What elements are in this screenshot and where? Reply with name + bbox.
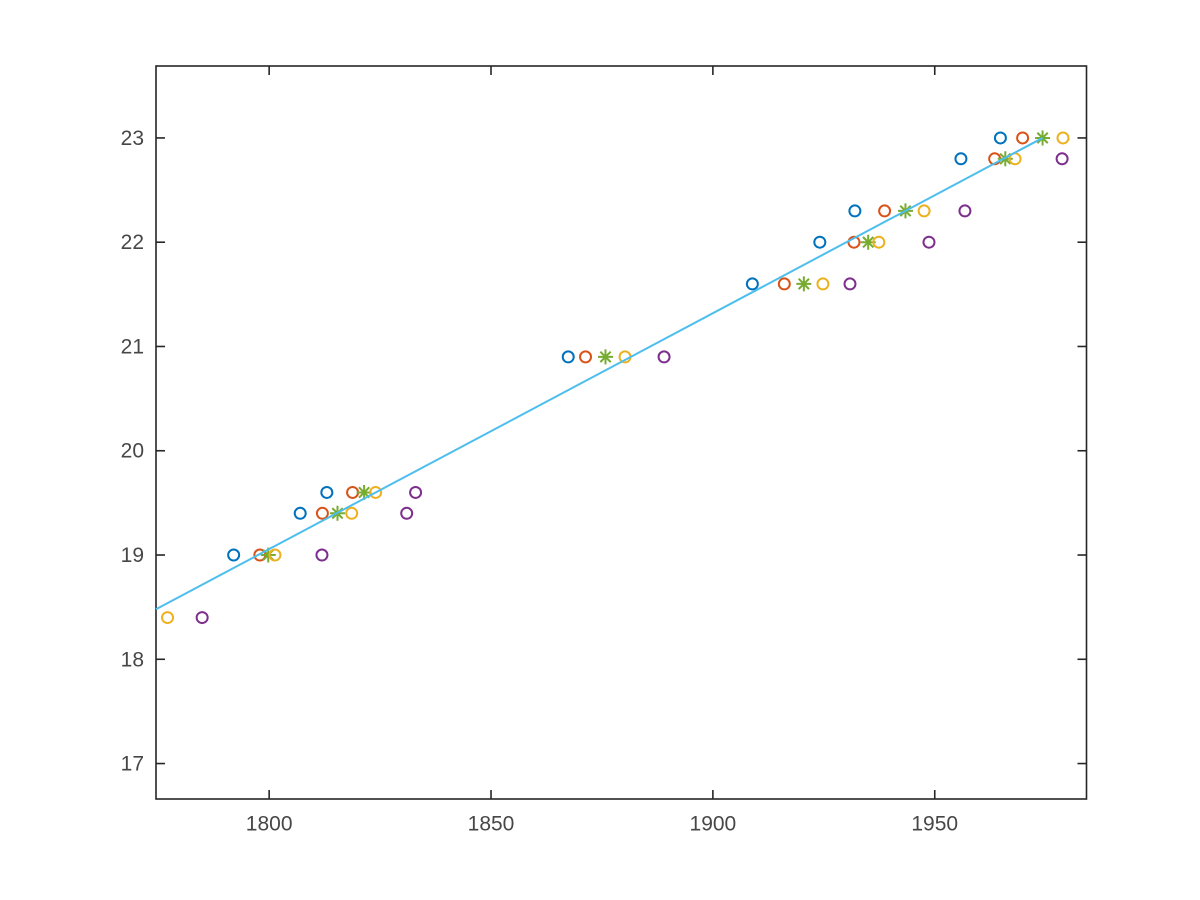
y-tick-label: 23 — [121, 127, 144, 150]
data-point-orange-circles — [777, 277, 791, 291]
data-point-green-asterisks — [356, 484, 372, 500]
data-point-purple-circles — [922, 235, 936, 249]
data-point-blue-circles — [745, 277, 759, 291]
data-point-purple-circles — [958, 204, 972, 218]
data-point-yellow-circles — [161, 611, 175, 625]
data-point-blue-circles — [320, 485, 334, 499]
y-tick-label: 22 — [121, 231, 144, 254]
x-tick-label: 1900 — [690, 812, 737, 835]
data-point-blue-circles — [561, 350, 575, 364]
data-point-blue-circles — [813, 235, 827, 249]
y-tick-label: 18 — [121, 648, 144, 671]
data-point-orange-circles — [1016, 131, 1030, 145]
data-point-purple-circles — [1055, 152, 1069, 166]
data-point-green-asterisks — [860, 234, 876, 250]
data-point-orange-circles — [878, 204, 892, 218]
data-point-orange-circles — [315, 506, 329, 520]
data-point-purple-circles — [400, 506, 414, 520]
x-tick-label: 1950 — [911, 812, 958, 835]
data-point-yellow-circles — [369, 485, 383, 499]
data-point-green-asterisks — [796, 276, 812, 292]
x-tick-label: 1800 — [246, 812, 293, 835]
data-point-yellow-circles — [917, 204, 931, 218]
y-tick-label: 17 — [121, 753, 144, 776]
data-point-orange-circles — [346, 485, 360, 499]
trend-line — [155, 137, 1044, 611]
data-point-yellow-circles — [345, 506, 359, 520]
y-tick-label: 19 — [121, 544, 144, 567]
x-tick-label: 1850 — [468, 812, 515, 835]
data-point-green-asterisks — [260, 547, 276, 563]
y-tick-label: 20 — [121, 440, 144, 463]
data-point-blue-circles — [993, 131, 1007, 145]
data-point-orange-circles — [579, 350, 593, 364]
data-point-yellow-circles — [268, 548, 282, 562]
data-point-blue-circles — [293, 506, 307, 520]
data-point-yellow-circles — [872, 235, 886, 249]
y-tick-label: 21 — [121, 335, 144, 358]
data-point-blue-circles — [954, 152, 968, 166]
data-point-purple-circles — [409, 485, 423, 499]
data-point-blue-circles — [848, 204, 862, 218]
data-point-purple-circles — [843, 277, 857, 291]
data-point-purple-circles — [195, 611, 209, 625]
data-point-yellow-circles — [1056, 131, 1070, 145]
data-point-yellow-circles — [816, 277, 830, 291]
data-point-purple-circles — [657, 350, 671, 364]
axes-box — [155, 65, 1088, 800]
data-point-blue-circles — [227, 548, 241, 562]
data-point-purple-circles — [315, 548, 329, 562]
data-point-green-asterisks — [597, 349, 613, 365]
